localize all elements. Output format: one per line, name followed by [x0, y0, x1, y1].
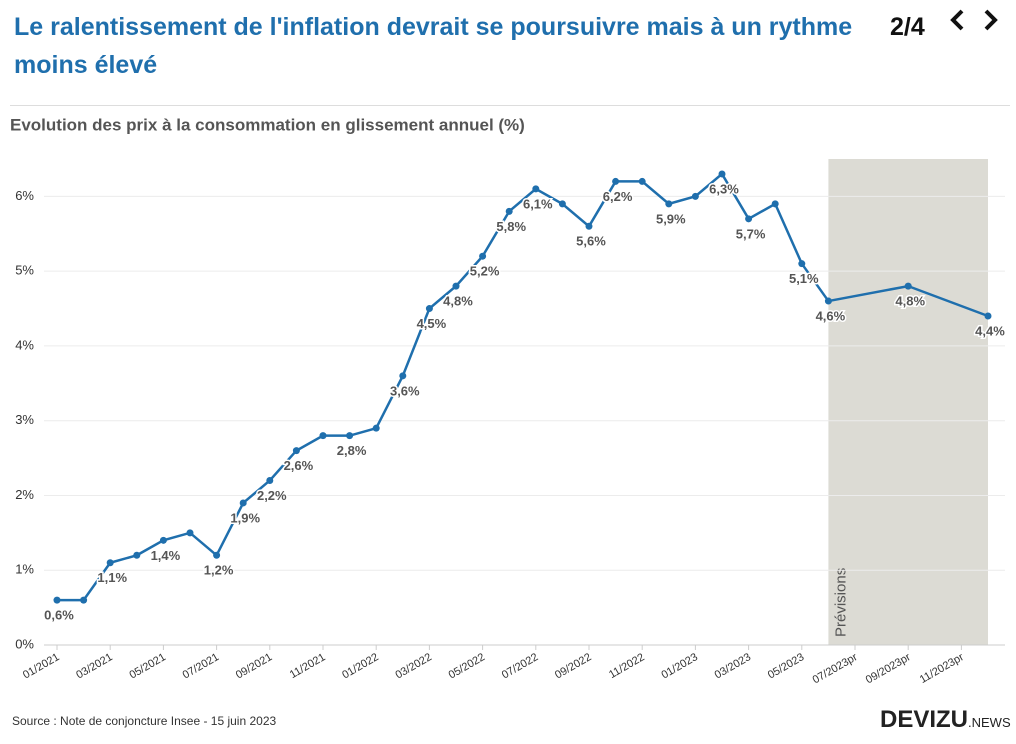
- y-tick-label: 0%: [15, 636, 34, 651]
- value-label: 5,7%: [736, 226, 766, 241]
- point: [319, 432, 327, 440]
- chart: Evolution des prix à la consommation en …: [10, 115, 1007, 686]
- x-tick-label: 05/2022: [447, 651, 487, 681]
- point: [824, 297, 832, 305]
- point: [665, 200, 673, 208]
- point: [718, 170, 726, 178]
- point: [372, 424, 380, 432]
- point: [346, 432, 354, 440]
- point: [452, 282, 460, 290]
- y-tick-label: 1%: [15, 562, 34, 577]
- value-label: 1,9%: [230, 510, 260, 525]
- x-tick-label: 03/2021: [74, 651, 114, 681]
- x-tick-label: 11/2023pr: [918, 651, 966, 686]
- point: [266, 477, 274, 485]
- prev-button[interactable]: [946, 8, 970, 32]
- source: Source : Note de conjoncture Insee - 15 …: [12, 714, 277, 728]
- x-tick-label: 03/2022: [393, 651, 433, 681]
- y-tick-label: 3%: [15, 412, 34, 427]
- point: [133, 551, 141, 559]
- point: [479, 252, 487, 260]
- point: [186, 529, 194, 537]
- divider: [10, 105, 1010, 106]
- value-label: 6,3%: [709, 181, 739, 196]
- value-label: 4,6%: [816, 308, 846, 323]
- point: [585, 222, 593, 230]
- point: [745, 215, 753, 223]
- title: Le ralentissement de l'inflation devrait…: [14, 13, 853, 79]
- value-label: 4,4%: [975, 323, 1005, 338]
- x-tick-label: 01/2023: [659, 651, 699, 681]
- x-tick-label: 05/2023: [766, 651, 806, 681]
- forecast-band: [828, 159, 988, 645]
- x-tick-label: 03/2023: [713, 651, 753, 681]
- point: [532, 185, 540, 193]
- point: [771, 200, 779, 208]
- x-tick-label: 09/2021: [234, 651, 274, 681]
- point: [239, 499, 247, 507]
- point: [612, 177, 620, 185]
- page-counter: 2/4: [890, 13, 925, 41]
- value-label: 4,8%: [895, 294, 925, 309]
- logo: DEVIZU.NEWS: [880, 706, 1011, 734]
- chart-title: Evolution des prix à la consommation en …: [10, 115, 525, 134]
- x-tick-label: 07/2021: [181, 651, 221, 681]
- point: [213, 551, 221, 559]
- point: [798, 260, 806, 268]
- x-tick-label: 01/2022: [340, 651, 380, 681]
- value-label: 4,5%: [417, 316, 447, 331]
- next-button[interactable]: [978, 8, 1002, 32]
- point: [80, 596, 88, 604]
- point: [691, 192, 699, 200]
- point: [638, 177, 646, 185]
- forecast-label: Prévisions: [832, 568, 849, 637]
- point: [399, 372, 407, 380]
- y-tick-label: 4%: [15, 337, 34, 352]
- value-label: 3,6%: [390, 383, 420, 398]
- x-tick-label: 11/2021: [288, 651, 328, 681]
- x-tick-label: 01/2021: [21, 651, 61, 681]
- point: [159, 536, 167, 544]
- point: [292, 447, 300, 455]
- value-label: 5,9%: [656, 211, 686, 226]
- y-tick-label: 5%: [15, 263, 34, 278]
- value-label: 5,2%: [470, 264, 500, 279]
- value-label: 5,8%: [496, 219, 526, 234]
- value-label: 2,2%: [257, 488, 287, 503]
- x-tick-label: 09/2022: [553, 651, 593, 681]
- x-tick-label: 05/2021: [127, 651, 167, 681]
- logo-text: DEVIZU: [880, 706, 969, 733]
- y-tick-label: 6%: [15, 188, 34, 203]
- point: [106, 559, 114, 567]
- y-tick-label: 2%: [15, 487, 34, 502]
- x-tick-label: 07/2023pr: [811, 651, 860, 686]
- value-label: 0,6%: [44, 608, 74, 623]
- value-label: 4,8%: [443, 294, 473, 309]
- value-label: 1,2%: [204, 563, 234, 578]
- value-label: 5,6%: [576, 234, 606, 249]
- value-label: 2,6%: [284, 458, 314, 473]
- x-tick-label: 09/2023pr: [864, 651, 913, 686]
- line: [57, 172, 989, 602]
- x-tick-label: 07/2022: [500, 651, 540, 681]
- point: [505, 207, 513, 215]
- x-tick-label: 11/2022: [607, 651, 647, 681]
- point: [53, 596, 61, 604]
- value-label: 1,4%: [151, 548, 181, 563]
- value-label: 6,2%: [603, 189, 633, 204]
- value-label: 5,1%: [789, 271, 819, 286]
- value-label: 1,1%: [97, 570, 127, 585]
- point: [904, 282, 912, 290]
- point: [558, 200, 566, 208]
- value-label: 2,8%: [337, 443, 367, 458]
- point: [984, 312, 992, 320]
- value-label: 6,1%: [523, 196, 553, 211]
- point: [425, 305, 433, 313]
- logo-suffix: .NEWS: [968, 715, 1011, 730]
